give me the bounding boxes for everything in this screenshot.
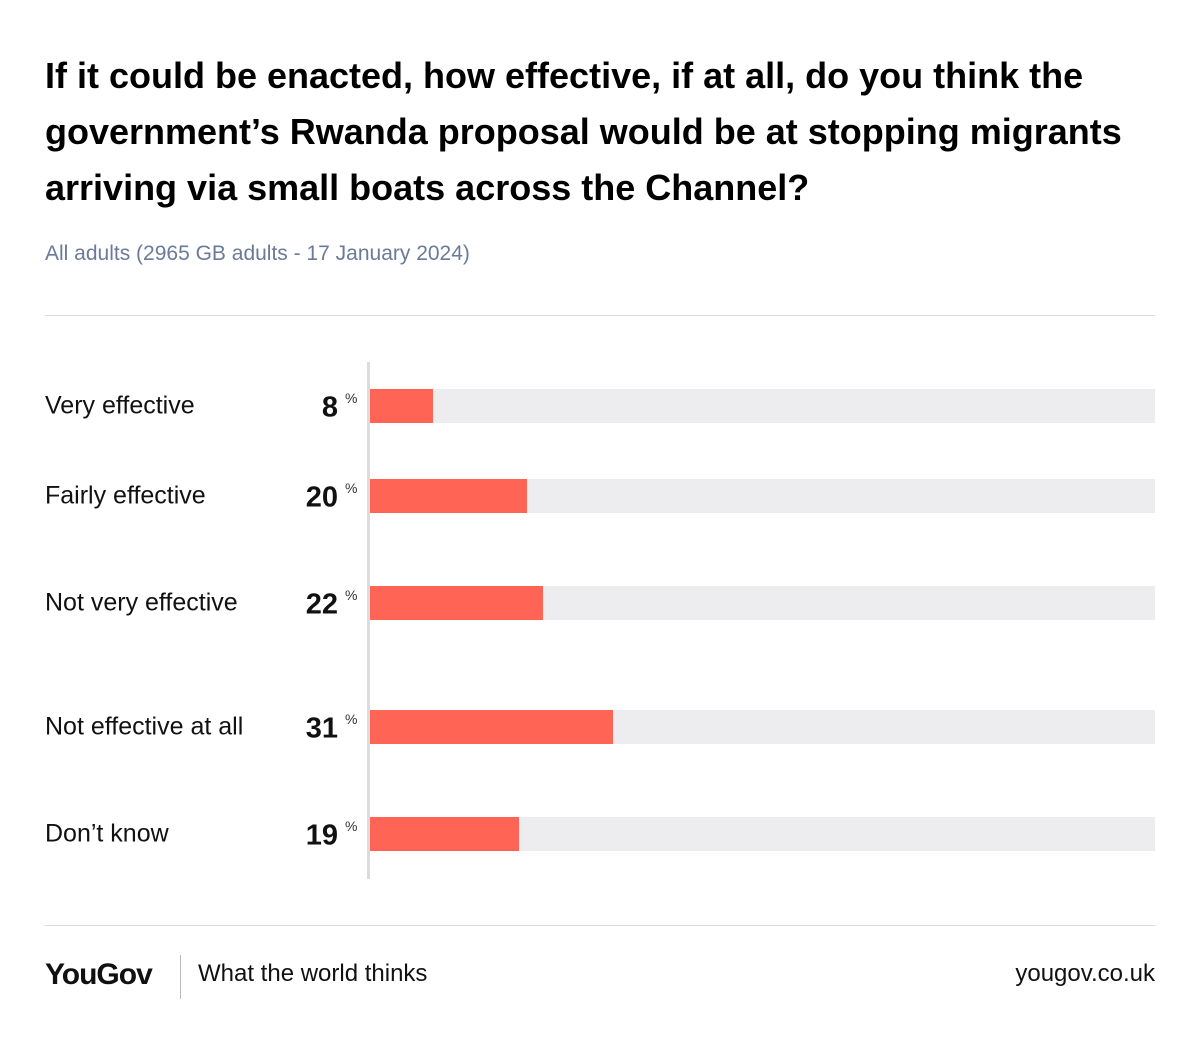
tagline: What the world thinks — [198, 960, 428, 987]
value-unit: % — [345, 390, 358, 406]
value-label: 22 — [305, 588, 338, 621]
value-label: 19 — [305, 819, 338, 852]
site-url[interactable]: yougov.co.uk — [1015, 960, 1155, 987]
bar-track — [370, 389, 1155, 423]
bar — [370, 586, 543, 620]
category-label: Very effective — [45, 391, 195, 420]
value-unit: % — [345, 711, 358, 727]
bar — [370, 479, 527, 513]
category-label: Not very effective — [45, 588, 238, 617]
bar — [370, 389, 433, 423]
category-label: Don’t know — [45, 819, 169, 848]
category-label: Fairly effective — [45, 481, 206, 510]
bar — [370, 710, 614, 744]
separator — [45, 925, 1155, 926]
separator — [45, 315, 1155, 316]
value-unit: % — [345, 587, 358, 603]
bar — [370, 817, 520, 851]
value-label: 20 — [305, 481, 338, 514]
category-label: Not effective at all — [45, 712, 244, 741]
value-unit: % — [345, 480, 358, 496]
value-label: 8 — [321, 391, 338, 424]
chart-subtitle: All adults (2965 GB adults - 17 January … — [45, 242, 470, 265]
value-label: 31 — [305, 712, 338, 745]
divider — [180, 955, 181, 999]
chart-title: If it could be enacted, how effective, i… — [45, 55, 1122, 208]
axis-line — [367, 362, 370, 879]
logo: YouGov — [45, 958, 153, 991]
value-unit: % — [345, 818, 358, 834]
